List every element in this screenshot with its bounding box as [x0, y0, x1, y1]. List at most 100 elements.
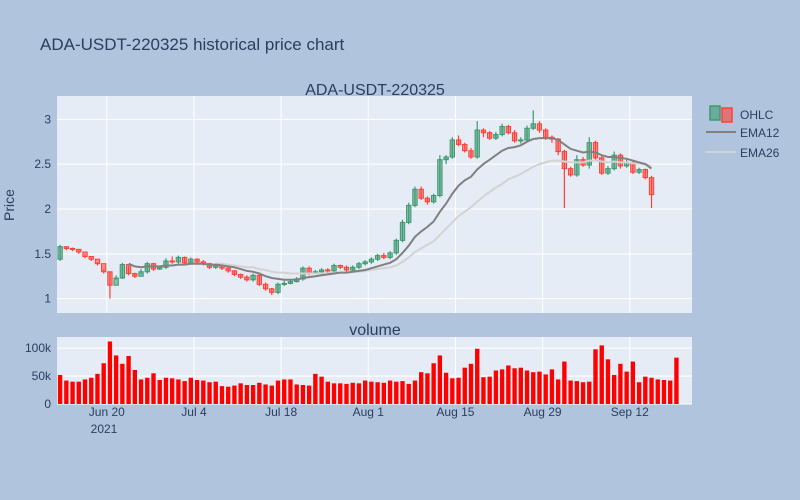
price-y-tick-label: 2	[44, 202, 51, 216]
volume-bar	[82, 379, 88, 404]
volume-bar	[450, 378, 455, 404]
candle-down	[231, 270, 238, 275]
ema12-line	[128, 137, 653, 281]
volume-bar	[537, 371, 542, 404]
volume-bar	[431, 363, 436, 404]
y-axis-label: Price	[1, 189, 17, 221]
volume-bar	[624, 371, 629, 404]
volume-bar	[350, 382, 355, 404]
x-axis-ticks: Jun 20 Jul 4 Jul 18 Aug 1 Aug 15 Aug 29 Sep 12	[89, 405, 649, 419]
volume-bar	[587, 381, 592, 404]
volume-bar	[487, 376, 492, 404]
x-tick-label: Jul 4	[181, 405, 207, 419]
legend[interactable]: OHLC EMA12 EMA26	[706, 105, 780, 160]
candle-down	[381, 255, 387, 258]
volume-bar	[219, 386, 225, 404]
legend-item-ema26[interactable]: EMA26	[706, 146, 780, 160]
volume-bar	[381, 382, 387, 404]
candle-down	[132, 273, 138, 277]
candle-up	[574, 159, 580, 176]
price-plot-area	[57, 96, 692, 313]
candle-down	[244, 276, 250, 281]
volume-bar	[275, 380, 281, 404]
volume-bar	[518, 367, 523, 404]
price-y-tick-label: 2.5	[34, 157, 51, 171]
volume-bar	[493, 370, 499, 404]
volume-bar	[375, 382, 380, 404]
volume-bar	[113, 355, 119, 404]
candle-down	[76, 248, 82, 253]
candle-up	[157, 266, 163, 270]
volume-bar	[406, 383, 411, 404]
candle-up	[113, 277, 119, 286]
volume-bar	[531, 372, 536, 404]
volume-bar	[394, 381, 399, 404]
volume-bar	[132, 369, 137, 404]
candle-up	[368, 258, 375, 263]
volume-bar	[138, 379, 144, 404]
volume-bar	[163, 377, 169, 404]
candle-down	[181, 256, 188, 264]
volume-bar	[362, 380, 368, 404]
x-tick-label: Aug 15	[436, 405, 474, 419]
candle-up	[586, 142, 592, 166]
candle-up	[493, 134, 499, 139]
candle-up	[287, 281, 294, 284]
candle-down	[642, 169, 648, 179]
candle-down	[511, 132, 518, 142]
legend-item-ema12[interactable]: EMA12	[706, 126, 780, 140]
candle-down	[543, 129, 549, 138]
candle-up	[474, 129, 480, 158]
volume-bar	[356, 383, 362, 404]
price-y-tick-label: 3	[44, 112, 51, 126]
candle-down	[486, 132, 493, 139]
chart-title: ADA-USDT-220325 historical price chart	[40, 35, 345, 54]
volume-bar	[549, 369, 555, 404]
candle-down	[269, 288, 275, 293]
volume-bar	[387, 380, 393, 404]
volume-bar	[176, 379, 181, 404]
candle-up	[399, 221, 406, 241]
volume-bar	[462, 367, 467, 404]
volume-y-ticks: 0 50k 100k	[25, 341, 52, 411]
candle-down	[262, 283, 269, 290]
candle-up	[57, 246, 63, 260]
candle-down	[468, 150, 474, 158]
volume-bar	[562, 361, 567, 404]
candle-down	[536, 123, 543, 131]
legend-item-ohlc[interactable]: OHLC	[709, 105, 774, 123]
volume-bar	[331, 383, 337, 404]
candle-up	[393, 239, 399, 254]
legend-label-ohlc: OHLC	[740, 108, 774, 122]
price-y-tick-label: 1	[44, 292, 51, 306]
candle-down	[480, 129, 487, 134]
volume-bar	[674, 357, 679, 404]
legend-label-ema26: EMA26	[740, 146, 780, 160]
candle-down	[69, 247, 76, 250]
volume-bar	[151, 373, 156, 404]
price-y-ticks: 1 1.5 2 2.5 3	[34, 112, 51, 305]
candle-up	[281, 282, 287, 285]
volume-bar	[57, 374, 63, 404]
candle-down	[599, 157, 605, 174]
candle-down	[63, 246, 70, 249]
candle-up	[374, 255, 381, 260]
candle-down	[125, 264, 132, 275]
price-subplot-title: ADA-USDT-220325	[305, 82, 445, 99]
volume-y-tick-label: 0	[44, 397, 51, 411]
volume-bar	[655, 379, 660, 404]
volume-bar	[70, 381, 75, 404]
volume-bar	[319, 376, 324, 404]
volume-bar	[76, 381, 81, 404]
volume-bar	[300, 385, 306, 404]
candle-down	[455, 139, 462, 145]
candle-up	[443, 156, 449, 161]
volume-bar	[338, 383, 343, 404]
volume-bar	[443, 372, 449, 404]
candle-down	[256, 274, 263, 285]
volume-bar	[306, 385, 312, 404]
volume-bar	[568, 380, 573, 404]
volume-bar	[481, 377, 486, 404]
volume-bar	[524, 370, 530, 404]
